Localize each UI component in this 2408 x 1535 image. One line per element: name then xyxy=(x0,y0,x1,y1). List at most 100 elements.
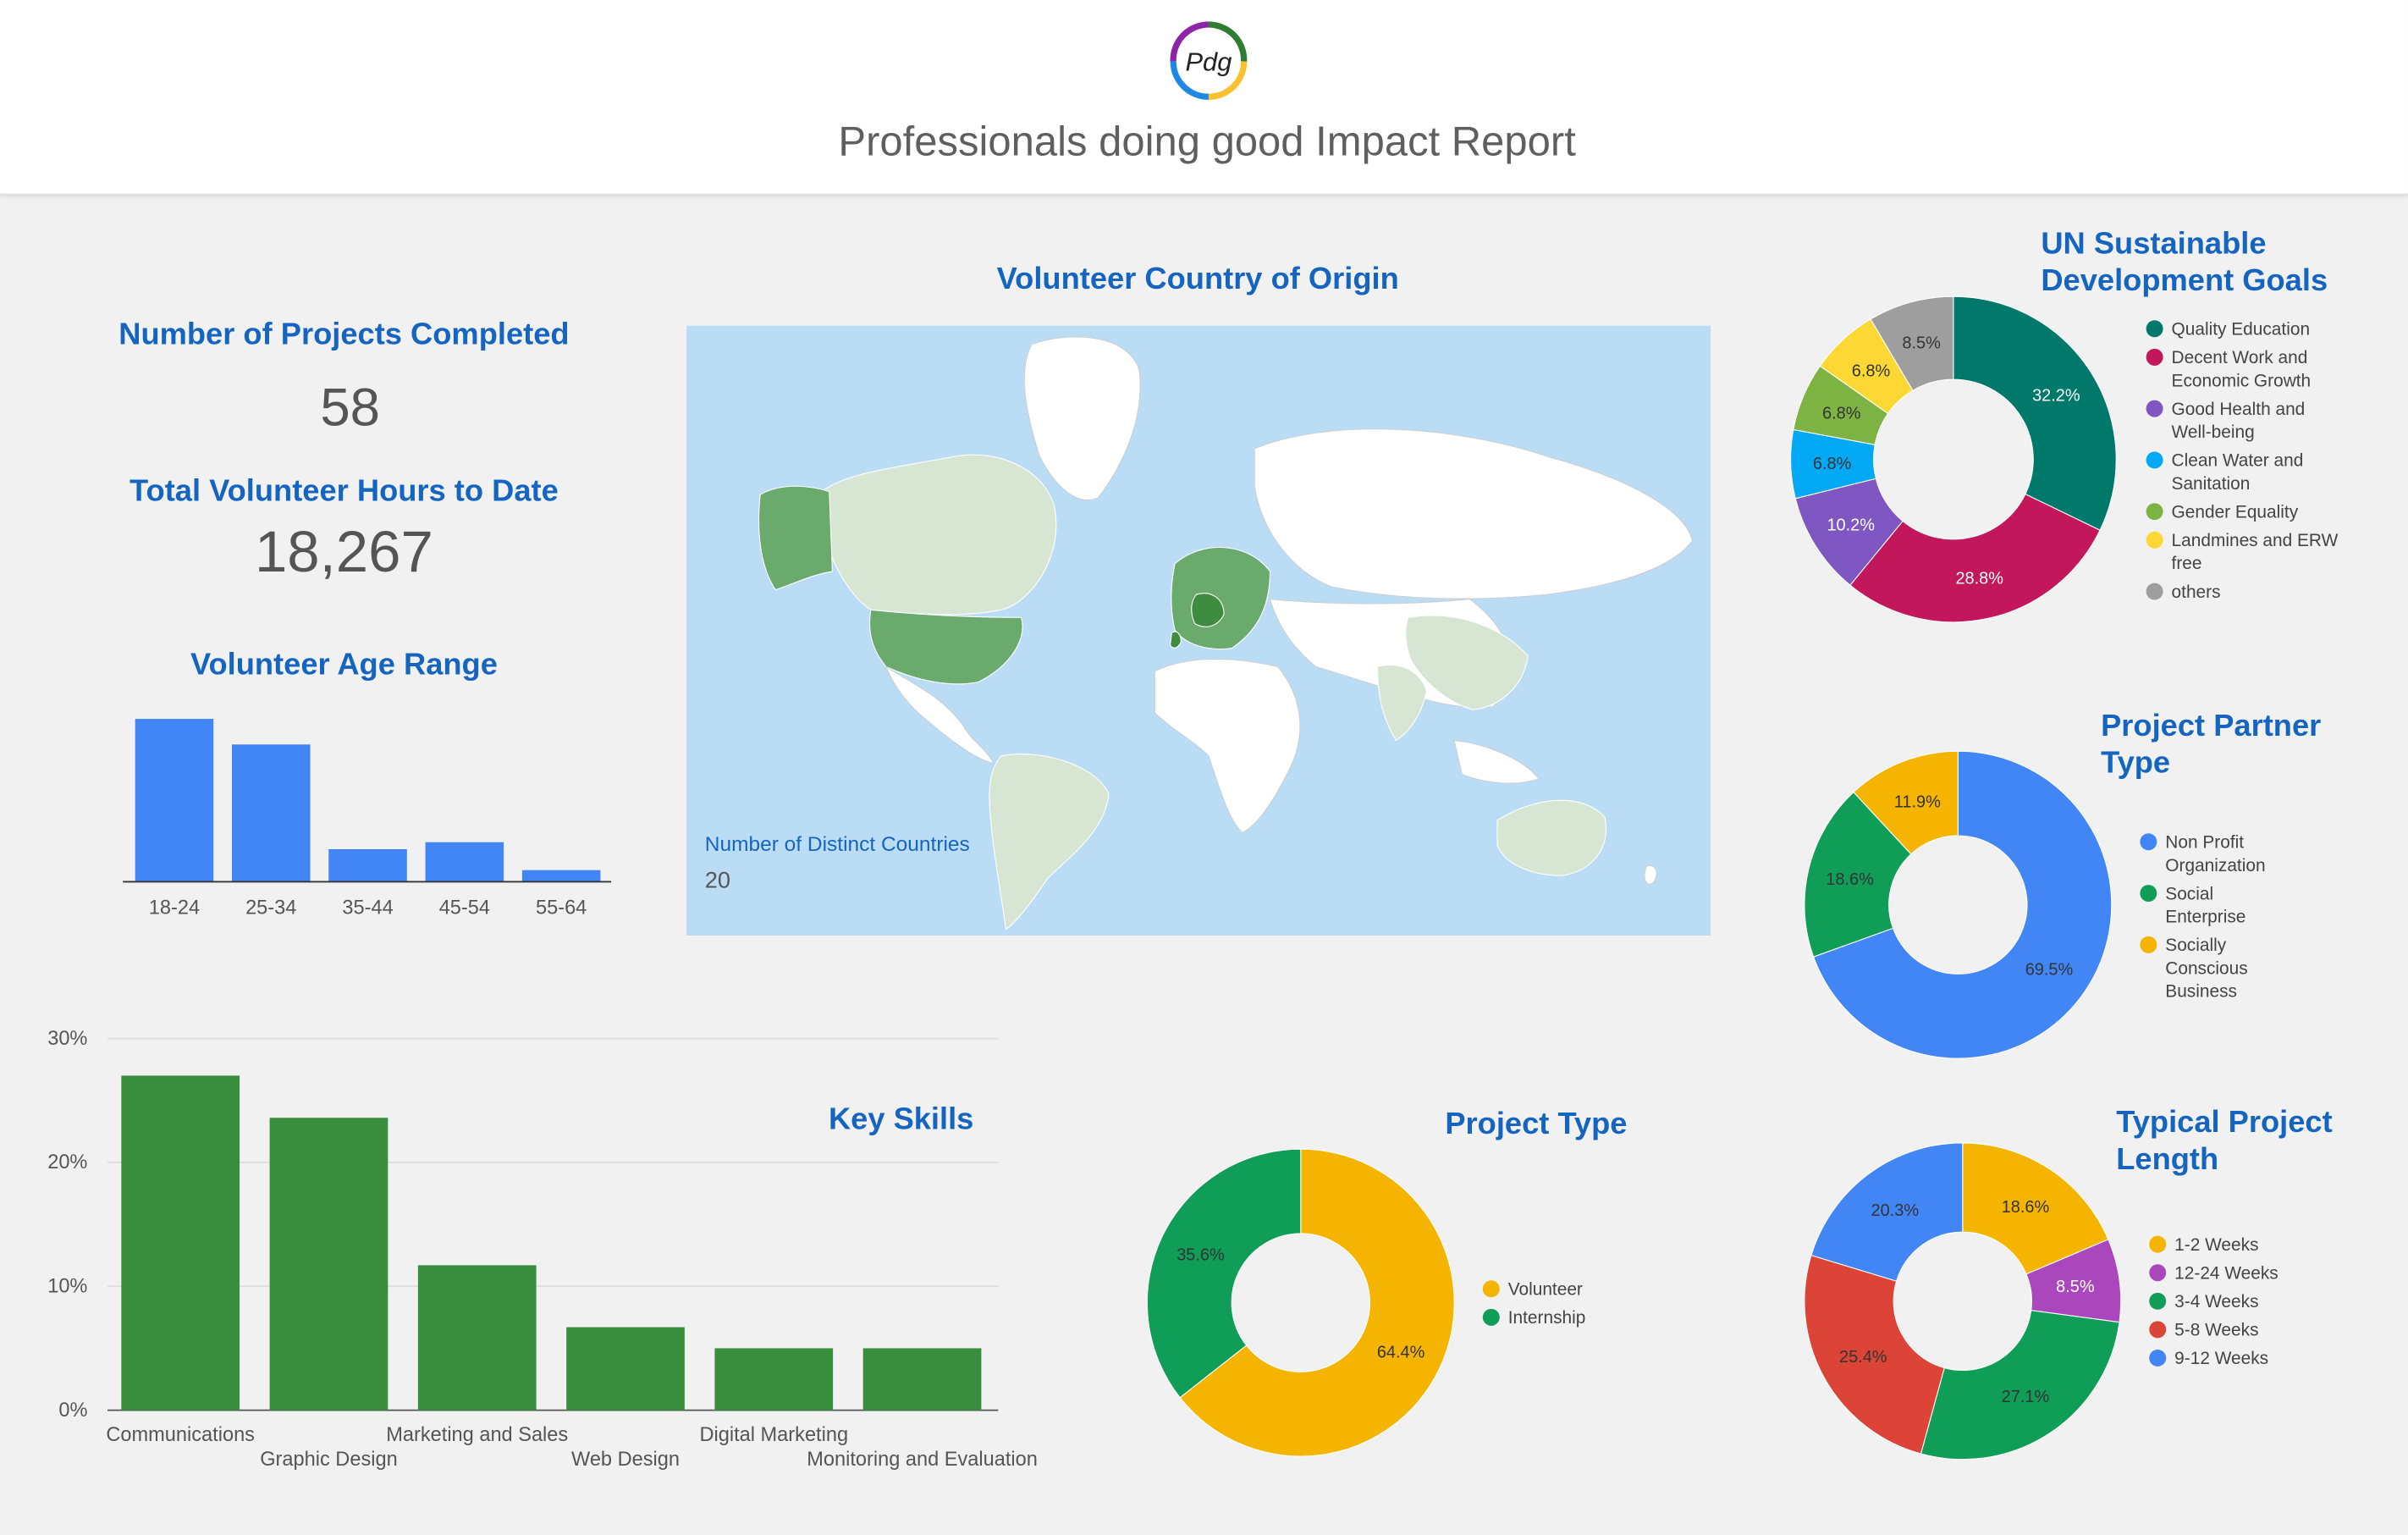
skills-x-label: Monitoring and Evaluation xyxy=(807,1448,1038,1470)
partner-slice-socially-conscious-business xyxy=(1853,750,1959,855)
sdg-slice-label: 8.5% xyxy=(1902,334,1941,352)
sdg-legend-item: Good Health and Well-being xyxy=(2172,400,2306,442)
ptype-slice-label: 35.6% xyxy=(1176,1245,1225,1264)
new-zealand xyxy=(1644,865,1657,885)
sdg-legend-swatch xyxy=(2146,531,2163,549)
skills-y-tick: 30% xyxy=(47,1027,87,1049)
sdg-legend-item: Clean Water and Sanitation xyxy=(2172,451,2304,494)
sdg-title: UN Sustainable Development Goals xyxy=(2041,227,2328,298)
age-tick-label: 35-44 xyxy=(342,897,393,919)
distinct-countries-value: 20 xyxy=(705,867,730,893)
sdg-legend-item: Quality Education xyxy=(2172,320,2311,340)
portugal xyxy=(1170,631,1182,649)
skills-y-tick: 10% xyxy=(47,1275,87,1297)
partner-slice-label: 69.5% xyxy=(2025,961,2074,980)
age-bar-55-64 xyxy=(521,870,601,882)
sdg-legend-swatch xyxy=(2146,320,2163,338)
length-slice-label: 25.4% xyxy=(1839,1348,1887,1367)
length-slice-label: 20.3% xyxy=(1871,1201,1920,1220)
length-slice-label: 8.5% xyxy=(2056,1278,2095,1296)
age-bar-45-54 xyxy=(425,842,504,882)
south-america xyxy=(989,754,1110,930)
age-tick-label: 55-64 xyxy=(536,897,587,919)
sdg-slice-decent-work-and-economic-growth xyxy=(1849,493,2101,623)
ptype-slice-label: 64.4% xyxy=(1377,1343,1425,1361)
age-bar-35-44 xyxy=(328,848,407,882)
length-legend-swatch xyxy=(2149,1292,2167,1310)
age-bar-25-34 xyxy=(231,744,311,882)
partner-legend-swatch xyxy=(2140,885,2157,903)
age-tick-label: 45-54 xyxy=(439,897,490,919)
pdg-logo: Pdg xyxy=(1170,21,1248,100)
partner-type-chart: 69.5% 18.6% 11.9% Non Profit Organization So… xyxy=(1804,750,2266,1059)
partner-slice-label: 18.6% xyxy=(1826,870,1874,889)
length-legend-swatch xyxy=(2149,1349,2167,1367)
sdg-slice-label: 6.8% xyxy=(1852,362,1891,381)
partner-legend-swatch xyxy=(2140,936,2157,953)
ptype-legend-swatch xyxy=(1482,1280,1500,1298)
mexico-central-america xyxy=(884,665,995,765)
length-legend-item: 3-4 Weeks xyxy=(2174,1292,2258,1311)
ptype-legend-item: Internship xyxy=(1508,1308,1586,1328)
sdg-legend-item: Decent Work and Economic Growth xyxy=(2172,348,2312,390)
skills-y-tick: 20% xyxy=(47,1151,87,1173)
length-slice-label: 18.6% xyxy=(2002,1198,2050,1217)
sdg-slice-label: 10.2% xyxy=(1827,516,1875,534)
russia xyxy=(1254,428,1693,599)
skills-bar-web-design xyxy=(566,1327,685,1411)
partner-legend-swatch xyxy=(2140,833,2157,851)
ptype-legend-item: Volunteer xyxy=(1508,1280,1583,1300)
volunteer-hours-title: Total Volunteer Hours to Date xyxy=(129,474,559,509)
skills-bar-marketing-and-sales xyxy=(417,1265,537,1411)
sdg-chart: 32.2% 28.8% 10.2% 6.8% 6.8% 6.8% 8.5% Quality … xyxy=(1790,295,2339,623)
sdg-legend-item: others xyxy=(2172,583,2221,602)
length-slice-label: 27.1% xyxy=(2002,1388,2050,1406)
age-tick-label: 18-24 xyxy=(149,897,200,919)
skills-x-label: Digital Marketing xyxy=(699,1423,848,1445)
india xyxy=(1376,664,1428,742)
projects-completed-value: 58 xyxy=(320,378,381,439)
ptype-slice-internship xyxy=(1146,1148,1302,1399)
sdg-slice-quality-education xyxy=(1953,295,2117,531)
sdg-legend-swatch xyxy=(2146,451,2163,469)
partner-slice-label: 11.9% xyxy=(1894,792,1941,811)
project-type-chart: 64.4% 35.6% Volunteer Internship xyxy=(1146,1148,1586,1457)
sdg-legend-swatch xyxy=(2146,503,2163,521)
australia xyxy=(1496,799,1606,876)
length-legend-swatch xyxy=(2149,1321,2167,1339)
alaska xyxy=(758,485,833,591)
skills-x-label: Graphic Design xyxy=(260,1448,398,1470)
ptype-legend-swatch xyxy=(1482,1308,1500,1326)
sdg-legend-item: Gender Equality xyxy=(2172,502,2299,522)
map-title: Volunteer Country of Origin xyxy=(996,262,1399,297)
age-tick-label: 25-34 xyxy=(245,897,296,919)
length-legend-item: 5-8 Weeks xyxy=(2174,1321,2258,1340)
skills-x-label: Marketing and Sales xyxy=(386,1423,568,1445)
length-legend-item: 12-24 Weeks xyxy=(2174,1263,2279,1283)
skills-bar-monitoring-and-evaluation xyxy=(862,1348,982,1411)
world-map: Number of Distinct Countries 20 xyxy=(686,325,1711,936)
age-range-chart: 18-24 25-34 35-44 45-54 55-64 xyxy=(123,719,612,919)
skills-x-label: Web Design xyxy=(571,1448,680,1470)
length-slice-5-8-weeks xyxy=(1804,1254,1945,1455)
skills-bar-communications xyxy=(121,1075,240,1411)
partner-legend-item: Socially Conscious Business xyxy=(2165,936,2247,1001)
length-legend-swatch xyxy=(2149,1264,2167,1282)
project-type-title: Project Type xyxy=(1445,1107,1628,1142)
skills-y-tick: 0% xyxy=(58,1399,87,1421)
sdg-slice-label: 6.8% xyxy=(1822,404,1861,422)
sdg-slice-label: 28.8% xyxy=(1955,570,2003,588)
length-slice-9-12-weeks xyxy=(1810,1142,1964,1282)
sdg-legend-swatch xyxy=(2146,348,2163,366)
partner-legend-item: Non Profit Organization xyxy=(2165,833,2265,875)
united-states xyxy=(868,609,1023,685)
sdg-legend-item: Landmines and ERW free xyxy=(2172,531,2339,573)
project-length-title: Typical Project Length xyxy=(2116,1106,2333,1177)
length-legend-swatch xyxy=(2149,1235,2167,1253)
length-slice-3-4-weeks xyxy=(1920,1310,2120,1460)
length-legend-item: 1-2 Weeks xyxy=(2174,1235,2258,1255)
canada xyxy=(821,454,1057,616)
volunteer-hours-value: 18,267 xyxy=(254,521,433,586)
southeast-asia xyxy=(1453,740,1540,784)
